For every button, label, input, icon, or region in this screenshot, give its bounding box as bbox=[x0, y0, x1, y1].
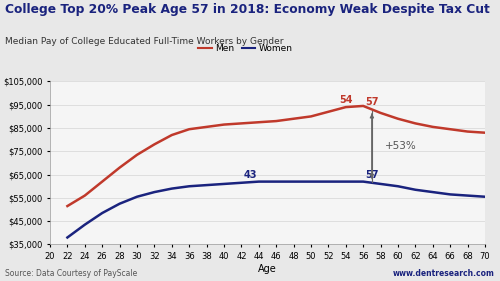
Text: +53%: +53% bbox=[385, 141, 416, 151]
Text: College Top 20% Peak Age 57 in 2018: Economy Weak Despite Tax Cut: College Top 20% Peak Age 57 in 2018: Eco… bbox=[5, 3, 490, 16]
Text: 57: 57 bbox=[365, 97, 378, 107]
Text: Source: Data Courtesy of PayScale: Source: Data Courtesy of PayScale bbox=[5, 269, 137, 278]
X-axis label: Age: Age bbox=[258, 264, 277, 274]
Text: 57: 57 bbox=[365, 171, 378, 180]
Text: 43: 43 bbox=[244, 170, 257, 180]
Text: Median Pay of College Educated Full-Time Workers by Gender: Median Pay of College Educated Full-Time… bbox=[5, 37, 283, 46]
Legend: Men, Women: Men, Women bbox=[195, 40, 296, 56]
Text: 54: 54 bbox=[339, 95, 352, 105]
Text: www.dentresearch.com: www.dentresearch.com bbox=[393, 269, 495, 278]
